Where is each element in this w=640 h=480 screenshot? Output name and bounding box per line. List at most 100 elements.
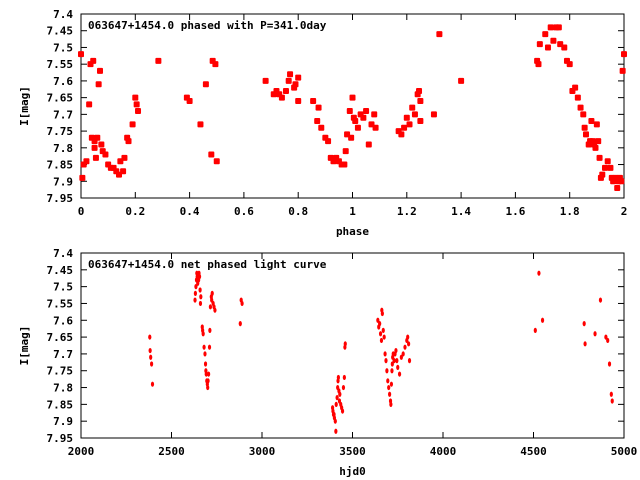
data-point <box>580 111 587 118</box>
data-point <box>334 401 338 407</box>
data-point <box>352 118 359 125</box>
data-point <box>588 118 595 125</box>
data-point <box>342 148 349 155</box>
data-point <box>86 101 93 108</box>
data-point <box>411 111 418 118</box>
top-ytick-label: 7.45 <box>47 25 74 38</box>
data-point <box>371 111 378 118</box>
bottom-data-points <box>148 270 614 434</box>
bottom-x-axis-label: hjd0 <box>339 465 366 478</box>
data-point <box>92 154 99 161</box>
bottom-ytick-label: 7.85 <box>47 398 74 411</box>
top-ytick-label: 7.7 <box>53 108 73 121</box>
data-point <box>379 337 384 344</box>
data-point <box>340 408 345 414</box>
data-point <box>155 57 162 64</box>
data-point <box>592 144 599 151</box>
data-point <box>207 371 211 377</box>
data-point <box>550 37 557 44</box>
data-point <box>384 358 388 364</box>
data-point <box>133 101 140 108</box>
data-point <box>417 97 424 104</box>
data-point <box>378 321 382 327</box>
data-point <box>79 174 86 181</box>
bottom-ytick-label: 7.7 <box>53 348 73 361</box>
bottom-chart-title: 063647+1454.0 net phased light curve <box>88 258 327 271</box>
data-point <box>376 317 380 323</box>
top-xtick-label: 2 <box>621 205 628 218</box>
top-xtick-label: 0 <box>78 205 85 218</box>
data-point <box>406 334 410 340</box>
data-point <box>401 351 405 357</box>
data-point <box>619 67 626 74</box>
top-xtick-label: 0.2 <box>125 205 145 218</box>
bottom-y-axis-label: I[mag] <box>18 326 31 366</box>
data-point <box>618 178 625 185</box>
top-xtick-label: 1.6 <box>505 205 525 218</box>
data-point <box>120 168 127 175</box>
data-point <box>262 77 269 84</box>
data-point <box>378 331 383 337</box>
data-point <box>343 341 347 347</box>
data-point <box>604 158 611 165</box>
data-point <box>399 354 403 360</box>
data-point <box>395 358 399 364</box>
data-point <box>547 24 554 31</box>
top-ytick-label: 7.55 <box>47 58 74 71</box>
bottom-plot-frame <box>80 252 625 439</box>
data-point <box>238 321 242 327</box>
top-ytick-label: 7.5 <box>53 41 73 54</box>
data-point <box>535 61 542 68</box>
data-point <box>595 138 602 145</box>
bottom-ytick-label: 7.55 <box>47 297 74 310</box>
data-point <box>610 398 614 404</box>
data-point <box>582 131 589 138</box>
data-point <box>403 344 407 350</box>
data-point <box>199 294 203 300</box>
bottom-ytick-label: 7.45 <box>47 264 74 277</box>
data-point <box>202 81 209 88</box>
data-point <box>360 114 367 121</box>
data-point <box>566 61 573 68</box>
data-point <box>213 158 220 165</box>
data-point <box>197 273 202 280</box>
bottom-ytick-label: 7.95 <box>47 432 74 445</box>
bottom-ytick-label: 7.9 <box>53 415 73 428</box>
data-point <box>97 67 104 74</box>
bottom-ytick-label: 7.65 <box>47 331 74 344</box>
bottom-xtick-label: 5000 <box>611 445 638 458</box>
data-point <box>149 354 153 360</box>
top-xtick-label: 1.8 <box>560 205 580 218</box>
data-point <box>407 341 411 347</box>
data-point <box>601 164 608 171</box>
data-point <box>135 108 142 115</box>
data-point <box>572 84 579 91</box>
data-point <box>607 164 614 171</box>
data-point <box>193 297 197 303</box>
data-point <box>542 31 549 38</box>
bottom-panel: 2000 2500 3000 3500 4000 4500 5000 7.4 7.45 7.5 7.… <box>18 247 637 478</box>
data-point <box>129 121 136 128</box>
data-point <box>348 134 355 141</box>
data-point <box>91 144 98 151</box>
data-point <box>203 351 207 357</box>
data-point <box>537 270 541 276</box>
top-x-axis-label: phase <box>336 225 369 238</box>
data-point <box>574 94 581 101</box>
data-point <box>398 131 405 138</box>
data-point <box>278 94 285 101</box>
top-chart-title: 063647+1454.0 phased with P=341.0day <box>88 19 327 32</box>
data-point <box>372 124 379 131</box>
data-point <box>121 154 128 161</box>
data-point <box>208 327 212 333</box>
top-xtick-label: 0.6 <box>234 205 254 218</box>
data-point <box>382 334 386 340</box>
data-point <box>341 384 346 391</box>
data-point <box>295 74 302 81</box>
data-point <box>458 77 465 84</box>
data-point <box>430 111 437 118</box>
data-point <box>150 381 155 387</box>
data-point <box>90 57 97 64</box>
data-point <box>596 154 603 161</box>
data-point <box>203 361 208 367</box>
